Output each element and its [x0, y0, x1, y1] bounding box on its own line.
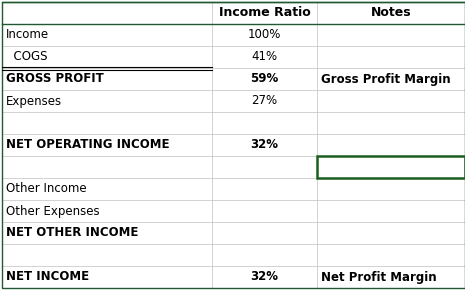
Text: 32%: 32% — [251, 138, 279, 152]
Text: 100%: 100% — [248, 28, 281, 42]
Text: COGS: COGS — [6, 51, 47, 64]
Text: 32%: 32% — [251, 271, 279, 284]
Text: NET OTHER INCOME: NET OTHER INCOME — [6, 227, 139, 239]
Text: Expenses: Expenses — [6, 95, 62, 108]
Text: 27%: 27% — [252, 95, 278, 108]
Text: GROSS PROFIT: GROSS PROFIT — [6, 72, 104, 85]
Text: 41%: 41% — [252, 51, 278, 64]
Text: Income: Income — [6, 28, 49, 42]
Text: 59%: 59% — [250, 72, 279, 85]
Text: Other Expenses: Other Expenses — [6, 205, 100, 218]
Text: Notes: Notes — [371, 6, 412, 19]
Text: Net Profit Margin: Net Profit Margin — [321, 271, 437, 284]
Bar — [317, 156, 465, 178]
Text: NET INCOME: NET INCOME — [6, 271, 89, 284]
Text: Gross Profit Margin: Gross Profit Margin — [321, 72, 451, 85]
Text: Income Ratio: Income Ratio — [219, 6, 310, 19]
Text: Other Income: Other Income — [6, 182, 86, 195]
Text: NET OPERATING INCOME: NET OPERATING INCOME — [6, 138, 170, 152]
